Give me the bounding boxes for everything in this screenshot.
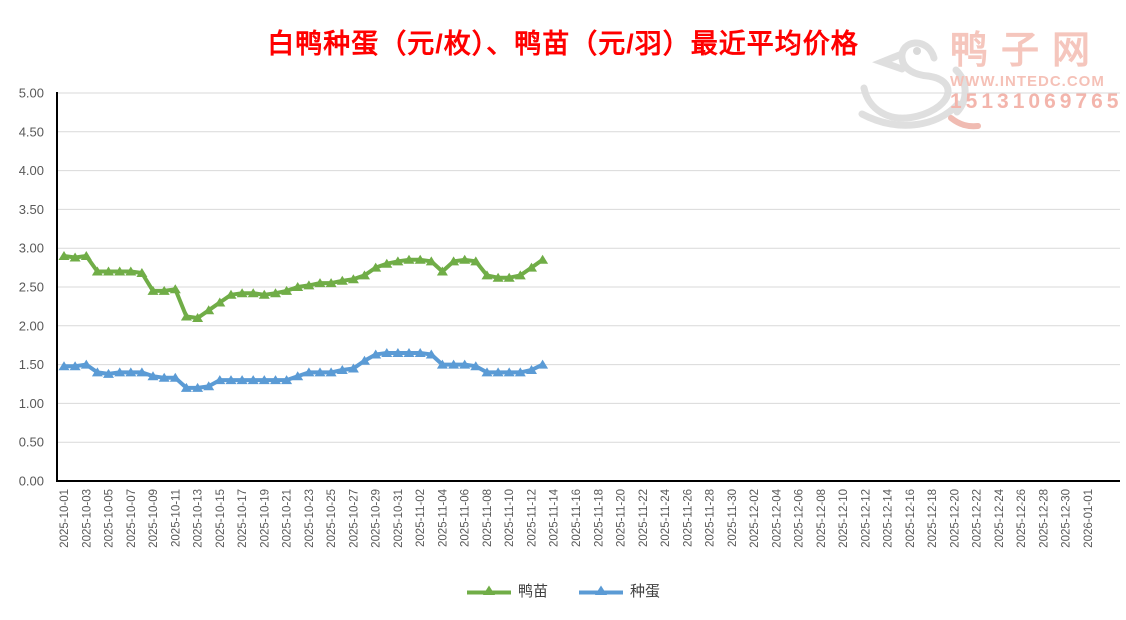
svg-text:2025-10-29: 2025-10-29 (371, 489, 383, 548)
svg-text:2025-12-08: 2025-12-08 (816, 489, 828, 548)
svg-text:2025-11-02: 2025-11-02 (415, 489, 427, 547)
svg-text:2025-11-30: 2025-11-30 (727, 489, 739, 547)
svg-text:0.00: 0.00 (19, 474, 44, 489)
svg-text:2025-10-07: 2025-10-07 (126, 489, 138, 548)
chart-legend: 鸭苗 种蛋 (0, 580, 1126, 601)
svg-text:2025-12-28: 2025-12-28 (1038, 489, 1050, 548)
y-tick-labels: 0.00 0.50 1.00 1.50 2.00 2.50 3.00 3.50 4.00 4.50… (19, 86, 44, 489)
svg-text:5.00: 5.00 (19, 86, 44, 101)
watermark-phone: 15131069765 (950, 90, 1123, 113)
legend-label-egg: 种蛋 (630, 583, 661, 600)
svg-text:2025-10-01: 2025-10-01 (59, 489, 71, 548)
svg-text:2025-12-24: 2025-12-24 (994, 488, 1006, 547)
svg-text:2025-12-04: 2025-12-04 (771, 488, 783, 547)
svg-text:2025-10-09: 2025-10-09 (148, 489, 160, 548)
svg-text:2025-10-25: 2025-10-25 (326, 489, 338, 548)
svg-text:2025-11-14: 2025-11-14 (549, 488, 561, 547)
page-title: 白鸭种蛋（元/枚）、鸭苗（元/羽）最近平均价格 (267, 29, 859, 59)
svg-text:2025-10-27: 2025-10-27 (348, 489, 360, 548)
svg-text:2025-11-10: 2025-11-10 (504, 489, 516, 547)
legend-item-duckling: 鸭苗 (466, 580, 548, 601)
svg-text:3.50: 3.50 (19, 202, 44, 217)
watermark: 鸭子网 WWW.INTEDC.COM 15131069765 (856, 28, 1126, 130)
svg-text:2025-12-10: 2025-12-10 (838, 489, 850, 548)
svg-text:2025-11-28: 2025-11-28 (705, 489, 717, 547)
svg-text:2025-12-22: 2025-12-22 (972, 489, 984, 548)
svg-text:2025-10-05: 2025-10-05 (104, 489, 116, 548)
duck-logo-icon (858, 39, 981, 130)
svg-text:1.50: 1.50 (19, 357, 44, 372)
svg-text:2025-10-15: 2025-10-15 (215, 489, 227, 548)
svg-text:2025-11-06: 2025-11-06 (460, 489, 472, 547)
svg-text:2025-12-02: 2025-12-02 (749, 489, 761, 548)
svg-text:2025-10-17: 2025-10-17 (237, 489, 249, 548)
svg-text:2025-12-16: 2025-12-16 (905, 489, 917, 548)
x-tick-labels: 2025-10-01 2025-10-03 2025-10-05 2025-10-07… (59, 488, 1095, 547)
svg-text:2025-10-13: 2025-10-13 (193, 489, 205, 548)
duckling-price-markers (58, 251, 549, 322)
svg-text:4.50: 4.50 (19, 124, 44, 139)
svg-text:2025-11-18: 2025-11-18 (593, 489, 605, 547)
svg-text:2025-12-26: 2025-12-26 (1016, 489, 1028, 548)
svg-text:2025-11-26: 2025-11-26 (682, 489, 694, 547)
svg-text:2025-10-21: 2025-10-21 (282, 489, 294, 548)
egg-price-markers (58, 348, 549, 392)
svg-text:2025-11-22: 2025-11-22 (638, 489, 650, 547)
svg-text:2025-10-31: 2025-10-31 (393, 489, 405, 548)
svg-text:2025-12-06: 2025-12-06 (794, 489, 806, 548)
y-gridlines (57, 92, 1120, 443)
legend-label-duckling: 鸭苗 (517, 583, 548, 600)
svg-text:2025-11-16: 2025-11-16 (571, 489, 583, 547)
svg-text:2.50: 2.50 (19, 280, 44, 295)
svg-text:1.00: 1.00 (19, 396, 44, 411)
svg-text:2025-10-23: 2025-10-23 (304, 489, 316, 548)
svg-text:2025-11-24: 2025-11-24 (660, 488, 672, 547)
svg-text:2.00: 2.00 (19, 318, 44, 333)
egg-legend-marker-icon (579, 585, 623, 595)
svg-text:3.00: 3.00 (19, 241, 44, 256)
svg-text:2025-11-04: 2025-11-04 (437, 488, 449, 547)
watermark-site-name: 鸭子网 (950, 30, 1104, 72)
duck-eye (913, 47, 921, 55)
svg-text:2025-12-14: 2025-12-14 (883, 488, 895, 547)
svg-text:0.50: 0.50 (19, 435, 44, 450)
svg-text:2025-12-12: 2025-12-12 (860, 489, 872, 548)
svg-text:2025-11-08: 2025-11-08 (482, 489, 494, 547)
svg-text:2026-01-01: 2026-01-01 (1083, 489, 1095, 548)
svg-text:2025-10-11: 2025-10-11 (170, 489, 182, 547)
svg-text:2025-12-30: 2025-12-30 (1061, 489, 1073, 548)
duckling-legend-marker-icon (466, 585, 511, 595)
svg-text:2025-10-19: 2025-10-19 (259, 489, 271, 548)
svg-text:2025-10-03: 2025-10-03 (81, 489, 93, 548)
svg-text:2025-11-12: 2025-11-12 (526, 489, 538, 547)
svg-text:2025-12-20: 2025-12-20 (949, 489, 961, 548)
legend-item-egg: 种蛋 (578, 580, 660, 601)
svg-text:2025-11-20: 2025-11-20 (616, 489, 628, 547)
egg-price-line (62, 351, 545, 390)
svg-text:2025-12-18: 2025-12-18 (927, 489, 939, 548)
watermark-url: WWW.INTEDC.COM (950, 73, 1105, 90)
svg-text:4.00: 4.00 (19, 163, 44, 178)
